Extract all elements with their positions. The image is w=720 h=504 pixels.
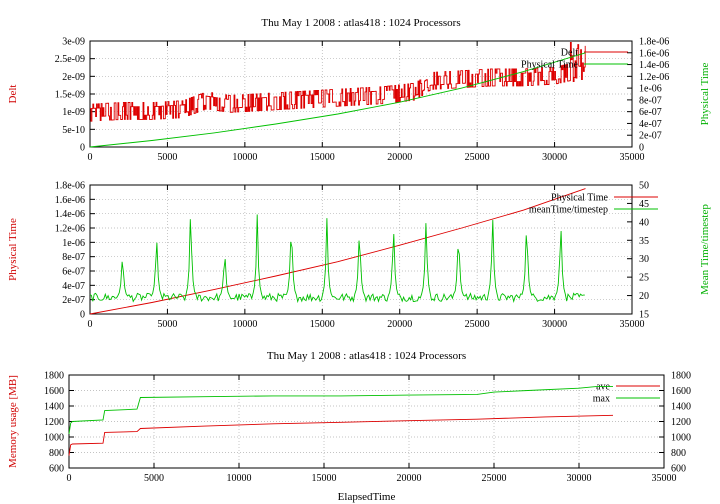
- y2-tick-label: 20: [639, 291, 649, 302]
- y-tick-label: 2e-09: [62, 72, 85, 83]
- chart-panel-3: 0 5000 10000 15000 20000 25000 30000 3500060080…: [7, 350, 691, 503]
- series-line-ave: [68, 414, 614, 456]
- y-tick-label: 4e-07: [62, 281, 85, 292]
- x-axis-label: ElapsedTime: [338, 491, 396, 503]
- y2-tick-label: 0: [639, 143, 644, 154]
- plot-frame: [89, 40, 633, 148]
- y-tick-label: 8e-07: [62, 252, 85, 263]
- y-tick-label: 1e-06: [62, 238, 85, 249]
- y2-tick-label: 1.6e-06: [639, 48, 669, 59]
- y2-tick-label: 1000: [671, 433, 691, 444]
- x-tick-label: 20000: [387, 152, 412, 163]
- y2-tick-label: 4e-07: [639, 119, 662, 130]
- y2-tick-label: 800: [671, 448, 686, 459]
- x-tick-label: 15000: [312, 473, 337, 484]
- y2-tick-label: 35: [639, 236, 649, 247]
- y-tick-label: 0: [80, 143, 85, 154]
- chart-panel-1: 0 5000 10000 15000 20000 25000 30000 3500005e-1…: [7, 17, 711, 163]
- y2-tick-label: 30: [639, 254, 649, 265]
- x-tick-label: 5000: [144, 473, 164, 484]
- chart-panel-2: 0 5000 10000 15000 20000 25000 30000 35000 0 2e-0…: [7, 181, 711, 331]
- y-tick-label: 800: [49, 448, 64, 459]
- legend-label: max: [593, 394, 610, 405]
- legend-label: Physical Time: [521, 60, 579, 71]
- legend-label: Delt: [561, 48, 578, 59]
- y2-tick-label: 15: [639, 310, 649, 321]
- y-tick-label: 5e-10: [62, 125, 85, 136]
- y-tick-label: 1.5e-09: [55, 90, 85, 101]
- x-tick-label: 10000: [232, 152, 257, 163]
- y-tick-label: 6e-07: [62, 267, 85, 278]
- y-tick-label: 1.4e-06: [55, 209, 85, 220]
- series-line-max: [68, 386, 613, 434]
- y2-tick-label: 6e-07: [639, 107, 662, 118]
- y2-tick-label: 600: [671, 464, 686, 475]
- y-axis-label: Delt: [7, 85, 19, 104]
- x-tick-label: 10000: [227, 473, 252, 484]
- x-tick-label: 0: [88, 152, 93, 163]
- y2-tick-label: 1.8e-06: [639, 37, 669, 48]
- y2-tick-label: 1200: [671, 417, 691, 428]
- y-tick-label: 2e-07: [62, 295, 85, 306]
- x-tick-label: 25000: [465, 152, 490, 163]
- legend-label: Physical Time: [551, 193, 609, 204]
- y2-tick-label: 45: [639, 199, 649, 210]
- y2-tick-label: 8e-07: [639, 95, 662, 106]
- y2-tick-label: 1400: [671, 402, 691, 413]
- y2-axis-label: Physical Time: [699, 63, 711, 126]
- plot-frame: [68, 374, 665, 469]
- y-tick-label: 1800: [44, 371, 64, 382]
- y2-tick-label: 1800: [671, 371, 691, 382]
- chart-title: Thu May 1 2008 : atlas418 : 1024 Process…: [267, 350, 466, 362]
- x-tick-label: 30000: [542, 319, 567, 330]
- x-tick-label: 5000: [157, 319, 177, 330]
- y2-tick-label: 50: [639, 181, 649, 192]
- y-tick-label: 1.8e-06: [55, 181, 85, 192]
- x-tick-label: 0: [67, 473, 72, 484]
- plot-frame: [89, 184, 633, 315]
- x-tick-label: 30000: [542, 152, 567, 163]
- y-tick-label: 0: [80, 310, 85, 321]
- y-tick-label: 3e-09: [62, 37, 85, 48]
- y2-tick-label: 1.4e-06: [639, 60, 669, 71]
- series-line-delt: [90, 42, 586, 122]
- legend-label: meanTime/timestep: [529, 205, 608, 216]
- x-tick-label: 5000: [157, 152, 177, 163]
- y-tick-label: 2.5e-09: [55, 54, 85, 65]
- x-tick-label: 15000: [310, 319, 335, 330]
- y2-tick-label: 1.2e-06: [639, 72, 669, 83]
- y2-tick-label: 40: [639, 217, 649, 228]
- chart-title: Thu May 1 2008 : atlas418 : 1024 Process…: [261, 17, 460, 29]
- y2-tick-label: 25: [639, 273, 649, 284]
- y-axis-label: Physical Time: [7, 218, 19, 281]
- y-tick-label: 1400: [44, 402, 64, 413]
- series-line-physical-time: [89, 188, 586, 315]
- y2-axis-label: Mean Time/timestep: [699, 204, 711, 295]
- x-tick-label: 20000: [397, 473, 422, 484]
- x-tick-label: 25000: [482, 473, 507, 484]
- x-tick-label: 35000: [620, 152, 645, 163]
- y2-tick-label: 1600: [671, 386, 691, 397]
- x-tick-label: 15000: [310, 152, 335, 163]
- y2-tick-label: 1e-06: [639, 84, 662, 95]
- x-tick-label: 0: [88, 319, 93, 330]
- series-line-meantime-timestep: [89, 214, 585, 304]
- y2-tick-label: 2e-07: [639, 131, 662, 142]
- x-tick-label: 25000: [465, 319, 490, 330]
- y-tick-label: 1600: [44, 386, 64, 397]
- series-line-physical-time: [89, 52, 586, 148]
- y-tick-label: 600: [49, 464, 64, 475]
- y-axis-label: Memory usage [MB]: [7, 375, 19, 468]
- y-tick-label: 1200: [44, 417, 64, 428]
- y-tick-label: 1e-09: [62, 107, 85, 118]
- x-tick-label: 30000: [567, 473, 592, 484]
- x-tick-label: 20000: [387, 319, 412, 330]
- x-tick-label: 35000: [652, 473, 677, 484]
- y-tick-label: 1.2e-06: [55, 224, 85, 235]
- y-tick-label: 1.6e-06: [55, 195, 85, 206]
- y-tick-label: 1000: [44, 433, 64, 444]
- x-tick-label: 35000: [620, 319, 645, 330]
- x-tick-label: 10000: [232, 319, 257, 330]
